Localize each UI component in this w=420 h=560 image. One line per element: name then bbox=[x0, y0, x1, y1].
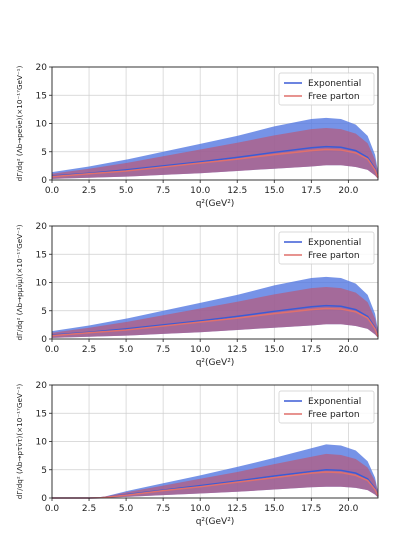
chart-panel-3: 0.0 2.5 5.0 7.5 10.0 12.5 15.0 17.5 20.0 0 5 10 15 20… bbox=[15, 381, 379, 527]
y-tick-label: 15 bbox=[36, 409, 47, 419]
y-axis-label: dΓ/dq² (Λb→peν̄e)(×10⁻¹⁷GeV⁻¹) bbox=[15, 65, 24, 181]
y-tick-label: 5 bbox=[41, 148, 47, 158]
x-tick-label: 0.0 bbox=[45, 345, 60, 355]
band-free-parton bbox=[52, 453, 378, 498]
y-tick-label: 10 bbox=[36, 120, 48, 130]
x-tick-label: 7.5 bbox=[156, 186, 170, 196]
x-axis-label: q²(GeV²) bbox=[196, 517, 235, 527]
y-axis-label: dΓ/dq² (Λb→pμν̄μ)(×10⁻¹⁷GeV⁻¹) bbox=[15, 224, 24, 340]
y-tick-label: 10 bbox=[36, 279, 48, 289]
line-free-parton bbox=[51, 148, 379, 179]
line-free-parton bbox=[51, 307, 379, 338]
y-tick-label: 0 bbox=[41, 176, 47, 186]
legend-box bbox=[278, 72, 375, 106]
x-tick-label: 5.0 bbox=[119, 504, 134, 514]
chart-panel-1: 0.0 2.5 5.0 7.5 10.0 12.5 15.0 17.5 20.0 0 5 10 15 20… bbox=[15, 63, 379, 209]
x-tick-label: 20.0 bbox=[338, 186, 358, 196]
legend-label-free-parton: Free parton bbox=[308, 92, 360, 102]
x-tick-label: 15.0 bbox=[264, 186, 284, 196]
legend-label-free-parton: Free parton bbox=[308, 251, 360, 261]
x-tick-label: 15.0 bbox=[264, 504, 284, 514]
x-tick-label: 17.5 bbox=[301, 504, 321, 514]
y-tick-label: 20 bbox=[36, 63, 48, 73]
x-tick-label: 0.0 bbox=[45, 504, 60, 514]
x-tick-label: 10.0 bbox=[190, 186, 210, 196]
x-tick-label: 12.5 bbox=[227, 504, 247, 514]
x-tick-label: 2.5 bbox=[82, 345, 96, 355]
y-tick-label: 10 bbox=[36, 438, 48, 448]
x-tick-label: 2.5 bbox=[82, 186, 96, 196]
x-tick-label: 10.0 bbox=[190, 504, 210, 514]
line-exponential bbox=[51, 145, 379, 178]
x-axis-label: q²(GeV²) bbox=[196, 358, 235, 368]
y-tick-label: 0 bbox=[41, 494, 47, 504]
legend-label-exponential: Exponential bbox=[308, 79, 361, 89]
x-tick-label: 15.0 bbox=[264, 345, 284, 355]
x-tick-label: 17.5 bbox=[301, 345, 321, 355]
legend-label-free-parton: Free parton bbox=[308, 410, 360, 420]
x-tick-label: 20.0 bbox=[338, 345, 358, 355]
x-tick-label: 17.5 bbox=[301, 186, 321, 196]
x-tick-label: 5.0 bbox=[119, 186, 134, 196]
x-tick-label: 12.5 bbox=[227, 186, 247, 196]
y-tick-label: 20 bbox=[36, 222, 48, 232]
band-free-parton bbox=[52, 287, 378, 338]
y-tick-label: 20 bbox=[36, 381, 48, 391]
x-tick-label: 0.0 bbox=[45, 186, 60, 196]
legend-label-exponential: Exponential bbox=[308, 397, 361, 407]
chart-panel-2: 0.0 2.5 5.0 7.5 10.0 12.5 15.0 17.5 20.0 0 5 10 15 20… bbox=[15, 222, 379, 368]
line-free-parton bbox=[52, 471, 379, 499]
x-tick-label: 7.5 bbox=[156, 504, 170, 514]
y-tick-label: 15 bbox=[36, 91, 47, 101]
y-tick-label: 5 bbox=[41, 307, 47, 317]
x-axis-label: q²(GeV²) bbox=[196, 199, 235, 209]
y-tick-label: 15 bbox=[36, 250, 47, 260]
y-axis-label: dΓ/dq² (Λb→pτν̄τ)(×10⁻¹⁷GeV⁻¹) bbox=[15, 384, 24, 500]
y-tick-label: 5 bbox=[41, 466, 47, 476]
legend-box bbox=[278, 390, 375, 424]
x-tick-label: 12.5 bbox=[227, 345, 247, 355]
legend-label-exponential: Exponential bbox=[308, 238, 361, 248]
x-tick-label: 2.5 bbox=[82, 504, 96, 514]
x-tick-label: 10.0 bbox=[190, 345, 210, 355]
y-tick-label: 0 bbox=[41, 335, 47, 345]
line-exponential bbox=[51, 304, 379, 337]
band-free-parton bbox=[52, 128, 378, 179]
x-tick-label: 20.0 bbox=[338, 504, 358, 514]
x-tick-label: 5.0 bbox=[119, 345, 134, 355]
x-tick-label: 7.5 bbox=[156, 345, 170, 355]
legend-box bbox=[278, 231, 375, 265]
